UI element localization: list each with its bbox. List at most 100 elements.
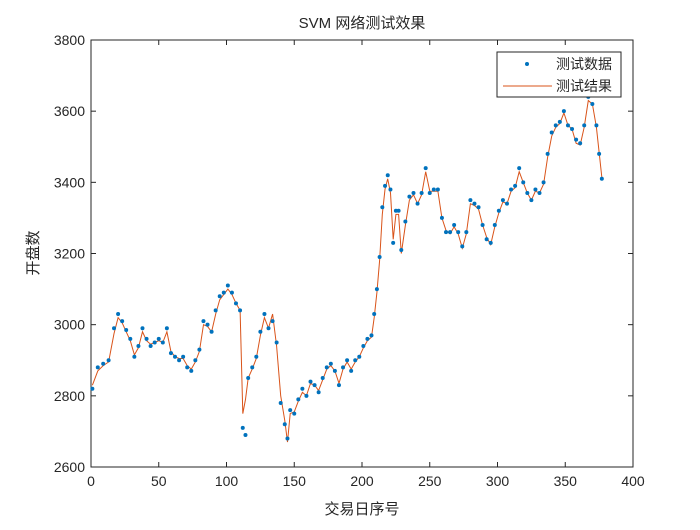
data-point-test-data [504, 201, 509, 206]
data-point-test-data [427, 191, 432, 196]
x-tick-label: 400 [621, 473, 645, 489]
chart-title: SVM 网络测试效果 [299, 15, 426, 32]
x-tick-label: 150 [283, 473, 307, 489]
data-point-test-data [496, 208, 501, 213]
data-point-test-data [250, 365, 255, 370]
data-point-test-data [274, 340, 279, 345]
data-point-test-data [484, 237, 489, 242]
data-point-test-data [177, 358, 182, 363]
data-point-test-data [537, 191, 542, 196]
data-point-test-data [282, 422, 287, 427]
data-point-test-data [380, 205, 385, 210]
data-point-test-data [423, 166, 428, 171]
data-point-test-data [152, 340, 157, 345]
data-point-test-data [561, 109, 566, 114]
x-tick-label: 50 [151, 473, 167, 489]
data-point-test-data [361, 344, 366, 349]
data-point-test-data [341, 365, 346, 370]
data-point-test-data [213, 308, 218, 313]
data-point-test-data [345, 358, 350, 363]
data-point-test-data [597, 151, 602, 156]
legend: 测试数据 测试结果 [496, 51, 622, 98]
data-point-test-data [201, 319, 206, 324]
data-point-test-data [353, 358, 358, 363]
data-point-test-data [545, 151, 550, 156]
data-point-test-data [396, 208, 401, 213]
data-point-test-data [517, 166, 522, 171]
data-point-test-data [278, 400, 283, 405]
data-point-test-data [541, 180, 546, 185]
data-point-test-data [136, 344, 141, 349]
data-point-test-data [205, 322, 210, 327]
data-point-test-data [448, 230, 453, 235]
data-point-test-data [120, 319, 125, 324]
y-tick-label: 3000 [54, 317, 85, 333]
data-point-test-data [95, 365, 100, 370]
data-point-test-data [243, 432, 248, 437]
y-tick-label: 3200 [54, 246, 85, 262]
data-point-test-data [217, 294, 222, 299]
x-tick-label: 100 [215, 473, 239, 489]
data-point-test-data [238, 308, 243, 313]
data-point-test-data [599, 176, 604, 181]
data-point-test-data [101, 361, 106, 366]
data-point-test-data [439, 215, 444, 220]
data-point-test-data [369, 333, 374, 338]
data-point-test-data [225, 283, 230, 288]
data-point-test-data [391, 240, 396, 245]
data-point-test-data [168, 351, 173, 356]
data-point-test-data [488, 240, 493, 245]
data-point-test-data [419, 191, 424, 196]
data-point-test-data [399, 247, 404, 252]
data-point-test-data [431, 187, 436, 192]
data-point-test-data [435, 187, 440, 192]
data-point-test-data [415, 201, 420, 206]
data-point-test-data [578, 141, 583, 146]
data-point-test-data [229, 290, 234, 295]
data-point-test-data [594, 123, 599, 128]
data-point-test-data [320, 376, 325, 381]
data-point-test-data [240, 425, 245, 430]
data-point-test-data [270, 319, 275, 324]
data-point-test-data [106, 358, 111, 363]
data-point-test-data [557, 119, 562, 124]
data-point-test-data [388, 187, 393, 192]
data-point-test-data [349, 368, 354, 373]
x-axis-label: 交易日序号 [324, 500, 399, 518]
data-point-test-data [460, 244, 465, 249]
data-point-test-data [468, 198, 473, 203]
data-point-test-data [407, 194, 412, 199]
data-point-test-data [173, 354, 178, 359]
data-point-test-data [411, 191, 416, 196]
x-tick-label: 350 [554, 473, 578, 489]
data-point-test-data [189, 368, 194, 373]
data-point-test-data [456, 230, 461, 235]
y-tick-label: 2600 [54, 459, 85, 475]
legend-marker-test-data [525, 62, 529, 66]
data-point-test-data [324, 365, 329, 370]
data-point-test-data [492, 223, 497, 228]
y-axis-label: 开盘数 [24, 230, 42, 275]
data-point-test-data [90, 386, 95, 391]
data-point-test-data [296, 397, 301, 402]
data-point-test-data [332, 368, 337, 373]
data-point-test-data [476, 205, 481, 210]
data-point-test-data [160, 340, 165, 345]
data-point-test-data [300, 386, 305, 391]
data-point-test-data [304, 393, 309, 398]
data-point-test-data [266, 326, 271, 331]
x-tick-label: 200 [350, 473, 374, 489]
data-point-test-data [529, 198, 534, 203]
data-point-test-data [372, 311, 377, 316]
y-tick-label: 2800 [54, 388, 85, 404]
data-point-test-data [233, 301, 238, 306]
data-point-test-data [316, 390, 321, 395]
data-point-test-data [590, 102, 595, 107]
data-point-test-data [197, 347, 202, 352]
data-point-test-data [124, 328, 129, 333]
data-point-test-data [292, 411, 297, 416]
data-point-test-data [262, 311, 267, 316]
data-point-test-data [357, 354, 362, 359]
data-point-test-data [254, 354, 259, 359]
